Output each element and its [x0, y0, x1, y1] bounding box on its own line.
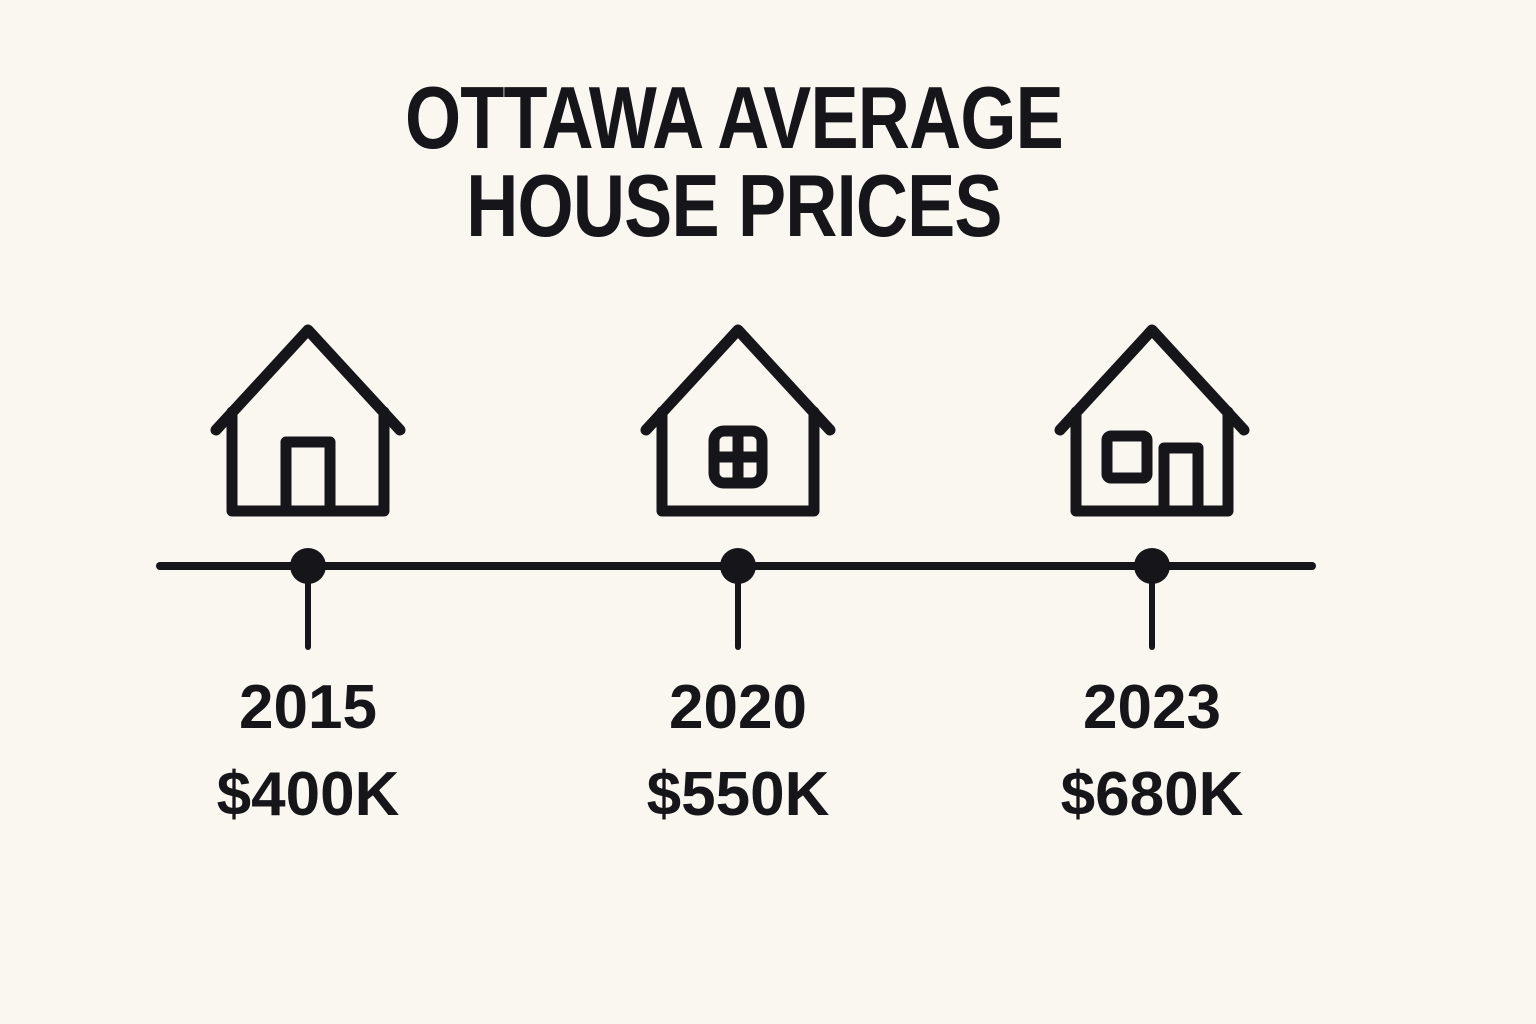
house-with-window-icon [638, 315, 838, 525]
price-label: $680K [1060, 760, 1244, 829]
price-label: $400K [216, 760, 400, 829]
year-label: 2020 [669, 673, 807, 742]
house-with-window-and-door-icon [1052, 315, 1252, 525]
house-with-door-icon [208, 315, 408, 525]
timeline-point-2023: 2023 $680K [952, 0, 1352, 1024]
chart-title: OTTAWA AVERAGE HOUSE PRICES [132, 74, 1336, 250]
title-line-2: HOUSE PRICES [466, 156, 1002, 255]
timeline-tick [735, 566, 741, 650]
timeline-tick [1149, 566, 1155, 650]
timeline-point-2015: 2015 $400K [108, 0, 508, 1024]
price-label: $550K [646, 760, 830, 829]
title-line-1: OTTAWA AVERAGE [404, 68, 1064, 167]
timeline-tick [305, 566, 311, 650]
year-label: 2023 [1083, 673, 1221, 742]
year-label: 2015 [239, 673, 377, 742]
timeline-point-2020: 2020 $550K [538, 0, 938, 1024]
